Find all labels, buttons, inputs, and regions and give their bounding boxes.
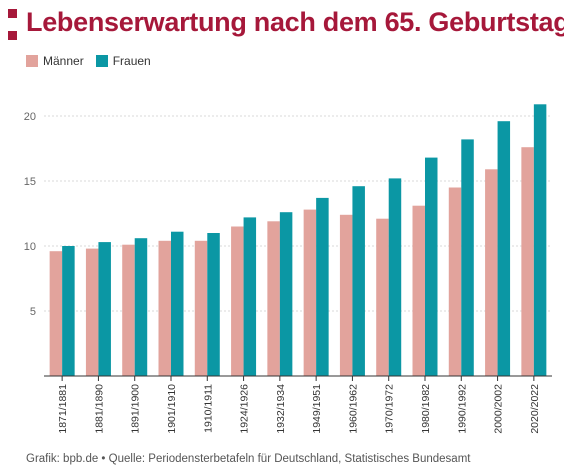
chart-title: Lebenserwartung nach dem 65. Geburtstag — [26, 7, 564, 37]
legend-item-frauen: Frauen — [95, 54, 151, 68]
chart-legend: Männer Frauen — [26, 54, 163, 68]
bar-frauen-10 — [425, 157, 438, 376]
bar-frauen-9 — [388, 178, 402, 376]
bar-frauen-12 — [497, 121, 511, 376]
bar-maenner-5 — [231, 226, 244, 376]
brand-logo — [8, 6, 22, 42]
bar-frauen-2 — [134, 238, 148, 376]
bar-frauen-6 — [279, 212, 293, 376]
x-tick-label-6: 1932/1934 — [275, 384, 287, 434]
bar-maenner-6 — [267, 221, 280, 376]
x-tick-label-4: 1910/1911 — [202, 384, 214, 433]
bar-maenner-7 — [303, 209, 317, 376]
x-tick-label-7: 1949/1951 — [311, 384, 323, 434]
bar-frauen-11 — [461, 139, 474, 376]
bar-frauen-0 — [62, 246, 75, 376]
bar-frauen-7 — [316, 197, 329, 376]
x-tick-label-5: 1924/1926 — [239, 384, 251, 434]
y-tick-label-15: 15 — [24, 176, 36, 188]
x-tick-label-11: 1990/1992 — [456, 384, 468, 434]
legend-swatch-frauen — [95, 55, 108, 67]
bar-maenner-12 — [485, 169, 498, 376]
x-tick-label-8: 1960/1962 — [347, 384, 359, 434]
x-tick-label-13: 2020/2022 — [529, 384, 541, 434]
bar-maenner-9 — [376, 218, 389, 376]
legend-label-frauen: Frauen — [112, 54, 151, 68]
bar-maenner-13 — [521, 147, 534, 376]
bar-maenner-3 — [158, 240, 171, 376]
bar-frauen-13 — [533, 104, 547, 377]
bar-maenner-1 — [85, 248, 99, 376]
x-tick-label-9: 1970/1972 — [384, 384, 396, 434]
x-tick-label-2: 1891/1900 — [130, 384, 142, 434]
source-footer: Grafik: bpb.de • Quelle: Periodensterbet… — [26, 453, 471, 465]
bar-maenner-2 — [122, 244, 135, 376]
bar-maenner-8 — [339, 214, 353, 376]
bar-maenner-10 — [412, 205, 425, 376]
bar-frauen-5 — [243, 217, 257, 376]
bar-maenner-0 — [49, 251, 63, 376]
x-tick-label-10: 1980/1982 — [420, 384, 432, 434]
x-tick-label-1: 1881/1890 — [93, 384, 105, 434]
x-tick-label-12: 2000/2002 — [493, 384, 505, 434]
x-tick-label-0: 1871/1881 — [57, 384, 69, 434]
y-tick-label-10: 10 — [24, 241, 36, 253]
legend-item-maenner: Männer — [26, 54, 84, 68]
bar-frauen-3 — [171, 231, 184, 376]
y-tick-label-5: 5 — [30, 306, 36, 318]
bar-maenner-11 — [448, 187, 462, 376]
legend-swatch-maenner — [26, 55, 38, 67]
x-tick-label-3: 1901/1910 — [166, 384, 178, 434]
y-tick-label-20: 20 — [24, 111, 36, 123]
bar-frauen-1 — [98, 242, 111, 376]
bar-frauen-4 — [207, 233, 220, 376]
bar-maenner-4 — [194, 240, 208, 376]
bar-frauen-8 — [352, 186, 365, 376]
legend-label-maenner: Männer — [43, 54, 84, 68]
